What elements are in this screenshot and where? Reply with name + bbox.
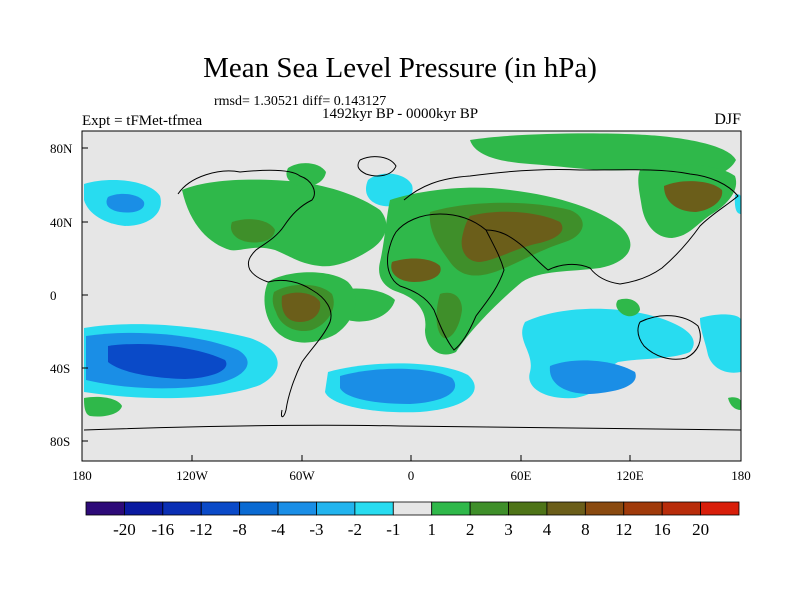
neg-indian-south-mid xyxy=(549,360,636,394)
colorbar-label: 2 xyxy=(465,520,475,539)
colorbar-swatch xyxy=(431,501,471,516)
pos-east-asia-l3 xyxy=(664,181,723,212)
pos-southeast-asia xyxy=(616,298,640,317)
lat-label-80n: 80N xyxy=(50,141,73,156)
colorbar-label: 12 xyxy=(615,520,633,539)
colorbar-label: -20 xyxy=(113,520,136,539)
coast-north-america xyxy=(177,169,315,283)
colorbar-swatch xyxy=(354,501,394,516)
pos-west-africa xyxy=(391,258,441,282)
lon-label-120e: 120E xyxy=(616,468,644,483)
colorbar-swatch xyxy=(316,501,356,516)
colorbar-swatch xyxy=(162,501,202,516)
neg-north-pacific-core xyxy=(106,193,145,213)
pos-southern-tip-east xyxy=(728,397,741,410)
colorbar-swatch xyxy=(661,501,701,516)
pos-north-america xyxy=(182,179,387,267)
pos-caribbean xyxy=(286,163,326,187)
colorbar-swatch xyxy=(584,501,625,516)
colorbar-label: -12 xyxy=(189,520,213,539)
coast-eurasia xyxy=(403,168,739,285)
coast-africa xyxy=(387,213,505,351)
colorbar-swatch xyxy=(200,501,241,516)
anomaly-field xyxy=(84,133,741,417)
lon-label-0: 0 xyxy=(407,468,415,483)
colorbar-swatch xyxy=(277,501,317,516)
lat-label-40n: 40N xyxy=(50,215,73,230)
lon-label-60w: 60W xyxy=(289,468,315,483)
pos-south-pacific-small xyxy=(84,396,122,417)
chart-title: Mean Sea Level Pressure (in hPa) xyxy=(203,52,597,84)
colorbar-swatch xyxy=(85,501,125,516)
colorbar-swatch xyxy=(508,501,548,516)
rmsd-diff-stats: rmsd= 1.30521 diff= 0.143127 xyxy=(214,94,387,109)
longitude-ticks xyxy=(81,455,742,461)
neg-pacific-south-east xyxy=(700,314,741,373)
period-label: 1492kyr BP - 0000kyr BP xyxy=(322,106,479,122)
colorbar-label: 8 xyxy=(581,520,590,539)
neg-east-pacific-north xyxy=(734,194,741,214)
colorbar xyxy=(85,501,740,516)
pos-north-america-l2 xyxy=(230,219,275,243)
colorbar-label: 4 xyxy=(542,520,552,539)
pos-east-africa xyxy=(436,292,462,339)
colorbar-swatch xyxy=(469,501,509,516)
season-label: DJF xyxy=(714,111,741,128)
colorbar-swatch xyxy=(546,501,586,516)
colorbar-label: -2 xyxy=(347,520,362,539)
colorbar-swatch xyxy=(392,501,433,516)
colorbar-swatch xyxy=(700,501,740,516)
colorbar-label: 20 xyxy=(692,520,710,539)
colorbar-label: -3 xyxy=(309,520,324,539)
colorbar-label: 3 xyxy=(504,520,513,539)
lat-label-0: 0 xyxy=(50,288,57,303)
latitude-ticks xyxy=(82,147,88,442)
coastlines xyxy=(83,156,742,431)
coast-australia xyxy=(637,315,701,360)
neg-pacific-south-core xyxy=(108,343,227,379)
lat-label-40s: 40S xyxy=(50,361,71,376)
coast-south-america xyxy=(267,279,332,418)
lat-label-80s: 80S xyxy=(50,434,71,449)
pos-south-america-l3 xyxy=(281,292,321,322)
lon-label-60e: 60E xyxy=(510,468,532,483)
neg-atlantic-south-mid xyxy=(340,368,456,404)
colorbar-label: -1 xyxy=(386,520,401,539)
pos-eurasia-africa-l3 xyxy=(461,211,563,262)
colorbar-swatch xyxy=(239,501,279,516)
colorbar-label: -4 xyxy=(270,520,286,539)
colorbar-label: 16 xyxy=(653,520,671,539)
colorbar-label: -8 xyxy=(232,520,247,539)
lon-label-120w: 120W xyxy=(176,468,208,483)
colorbar-swatch xyxy=(124,501,164,516)
experiment-label: Expt = tFMet-tfmea xyxy=(82,113,203,129)
coast-greenland xyxy=(357,156,397,177)
lon-label-180w: 180 xyxy=(72,468,92,483)
colorbar-label: 1 xyxy=(427,520,436,539)
colorbar-label: -16 xyxy=(151,520,175,539)
colorbar-swatch xyxy=(623,501,663,516)
lon-label-180e: 180 xyxy=(731,468,751,483)
coast-antarctica xyxy=(83,424,742,431)
